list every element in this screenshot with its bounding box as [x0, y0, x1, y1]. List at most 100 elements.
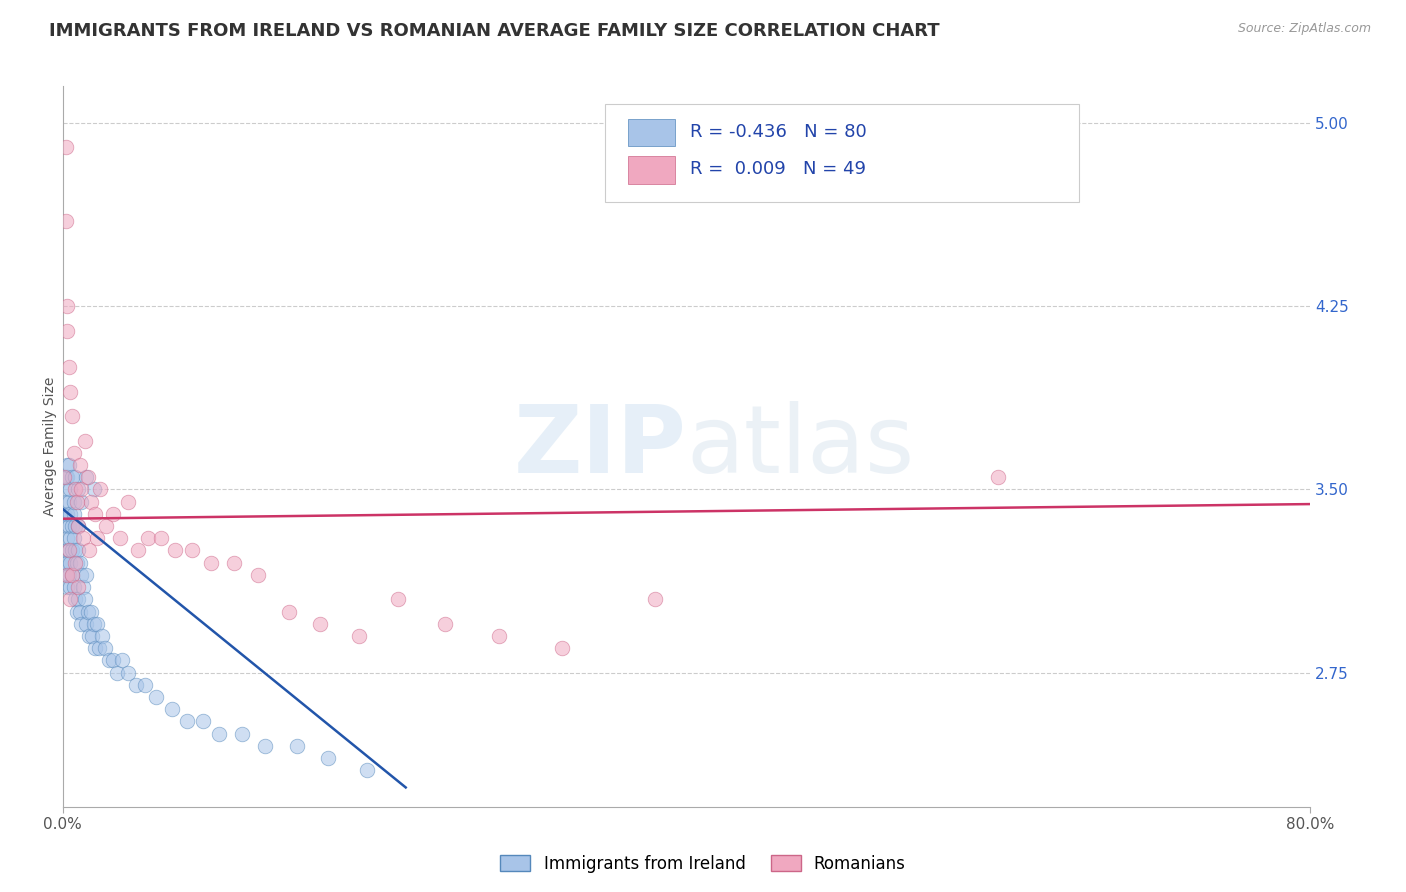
Point: [224, 556, 246, 570]
Point: [111, 653, 134, 667]
Point: [149, 531, 172, 545]
Point: [356, 764, 378, 778]
Point: [86, 531, 108, 545]
Point: [433, 616, 456, 631]
Text: IMMIGRANTS FROM IRELAND VS ROMANIAN AVERAGE FAMILY SIZE CORRELATION CHART: IMMIGRANTS FROM IRELAND VS ROMANIAN AVER…: [49, 22, 939, 40]
Point: [56, 556, 79, 570]
Point: [89, 483, 111, 497]
Point: [488, 629, 510, 643]
Point: [56, 507, 79, 521]
FancyBboxPatch shape: [606, 104, 1080, 202]
Point: [60, 470, 83, 484]
Point: [644, 592, 666, 607]
Point: [58, 458, 80, 472]
Point: [72, 531, 94, 545]
Point: [63, 519, 86, 533]
Point: [73, 434, 96, 448]
Point: [83, 483, 105, 497]
Point: [58, 360, 80, 375]
Point: [316, 751, 339, 765]
Point: [200, 556, 222, 570]
Point: [77, 629, 100, 643]
Point: [550, 641, 572, 656]
Point: [56, 470, 79, 484]
Text: Source: ZipAtlas.com: Source: ZipAtlas.com: [1237, 22, 1371, 36]
Point: [67, 519, 90, 533]
Point: [82, 629, 104, 643]
Point: [138, 531, 160, 545]
Point: [56, 324, 79, 338]
Point: [55, 494, 77, 508]
Point: [58, 543, 80, 558]
Point: [125, 678, 148, 692]
Point: [59, 592, 82, 607]
Point: [69, 605, 91, 619]
Point: [63, 483, 86, 497]
Point: [66, 556, 89, 570]
Point: [254, 739, 277, 753]
Point: [387, 592, 409, 607]
Point: [98, 653, 121, 667]
Point: [70, 494, 93, 508]
Point: [117, 494, 139, 508]
Point: [63, 543, 86, 558]
Point: [87, 641, 110, 656]
FancyBboxPatch shape: [627, 119, 675, 146]
Point: [67, 483, 90, 497]
Point: [56, 568, 79, 582]
Point: [67, 543, 90, 558]
Point: [60, 568, 83, 582]
Text: ZIP: ZIP: [513, 401, 686, 492]
Point: [134, 678, 156, 692]
Point: [83, 616, 105, 631]
Point: [84, 641, 107, 656]
Point: [231, 727, 253, 741]
Point: [62, 507, 84, 521]
Point: [86, 616, 108, 631]
Legend: Immigrants from Ireland, Romanians: Immigrants from Ireland, Romanians: [494, 848, 912, 880]
Point: [110, 531, 132, 545]
Point: [176, 714, 198, 729]
Text: R =  0.009   N = 49: R = 0.009 N = 49: [690, 161, 866, 178]
Point: [58, 568, 80, 582]
Point: [56, 458, 79, 472]
Point: [160, 702, 183, 716]
Point: [987, 470, 1010, 484]
Point: [66, 605, 89, 619]
Point: [80, 605, 103, 619]
Point: [63, 470, 86, 484]
Point: [58, 519, 80, 533]
Point: [59, 556, 82, 570]
Point: [58, 494, 80, 508]
Point: [69, 556, 91, 570]
Point: [285, 739, 308, 753]
Point: [70, 616, 93, 631]
Point: [80, 494, 103, 508]
Point: [77, 543, 100, 558]
Point: [67, 519, 90, 533]
Point: [117, 665, 139, 680]
Point: [75, 470, 97, 484]
Point: [60, 568, 83, 582]
Point: [56, 580, 79, 594]
Point: [62, 446, 84, 460]
Point: [67, 580, 90, 594]
Point: [73, 592, 96, 607]
Text: R = -0.436   N = 80: R = -0.436 N = 80: [690, 123, 868, 141]
Point: [76, 605, 98, 619]
Point: [59, 507, 82, 521]
Point: [63, 592, 86, 607]
Point: [69, 458, 91, 472]
Point: [55, 568, 77, 582]
Point: [59, 483, 82, 497]
Point: [58, 543, 80, 558]
Point: [75, 568, 97, 582]
Point: [127, 543, 149, 558]
Point: [75, 616, 97, 631]
Point: [55, 140, 77, 154]
Point: [181, 543, 204, 558]
Point: [56, 531, 79, 545]
Point: [53, 556, 76, 570]
Point: [62, 580, 84, 594]
Point: [90, 629, 112, 643]
